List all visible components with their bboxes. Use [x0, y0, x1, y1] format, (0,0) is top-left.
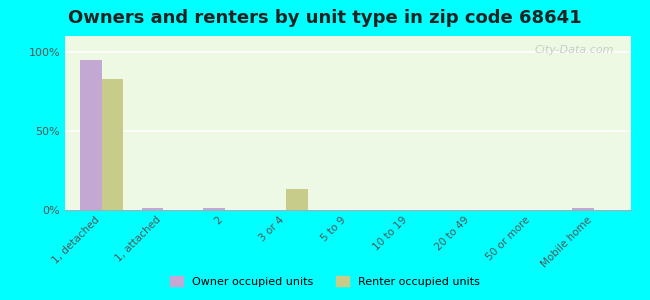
- Bar: [203, 208, 225, 210]
- Bar: [81, 60, 102, 210]
- Text: City-Data.com: City-Data.com: [534, 45, 614, 55]
- Bar: [142, 208, 163, 210]
- Bar: [286, 189, 308, 210]
- Bar: [102, 79, 124, 210]
- Legend: Owner occupied units, Renter occupied units: Owner occupied units, Renter occupied un…: [166, 272, 484, 291]
- Text: Owners and renters by unit type in zip code 68641: Owners and renters by unit type in zip c…: [68, 9, 582, 27]
- Bar: [572, 208, 593, 210]
